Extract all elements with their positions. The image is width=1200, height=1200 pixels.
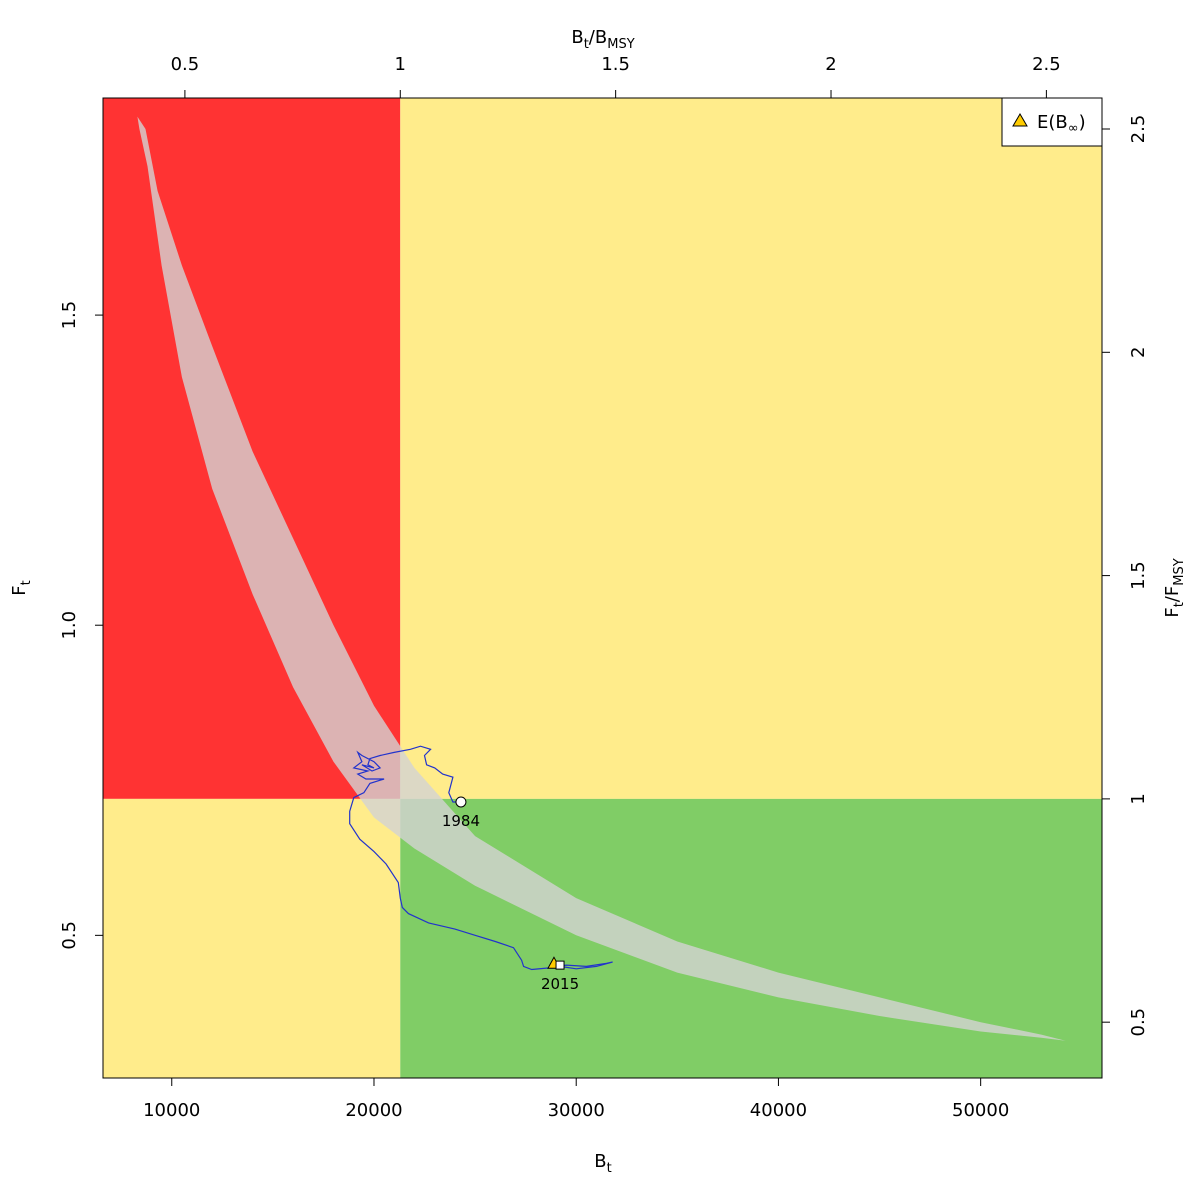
last-year-marker	[555, 960, 565, 970]
y2-tick-label: 2.5	[1128, 115, 1149, 144]
y-axis-left: 0.5 1.0 1.5	[59, 301, 104, 950]
legend: E(B∞)	[1001, 97, 1103, 147]
x-axis-bottom: 10000 20000 30000 40000 50000	[143, 1077, 1009, 1121]
x-tick-label: 20000	[345, 1100, 402, 1121]
x-tick-label: 40000	[750, 1100, 807, 1121]
y2-tick-label: 2	[1128, 347, 1149, 358]
y2-tick-label: 1.5	[1128, 561, 1149, 590]
x-axis-top: 0.5 1 1.5 2 2.5	[171, 54, 1061, 99]
x2-axis-title: Bt/BMSY	[571, 27, 634, 52]
y-axis-title: Ft	[9, 580, 34, 595]
zone-overfished	[103, 798, 401, 1078]
legend-label: E(B∞)	[1037, 112, 1086, 136]
x-tick-label: 30000	[548, 1100, 605, 1121]
y-axis-right: 0.5 1 1.5 2 2.5	[1101, 115, 1149, 1037]
y-tick-label: 0.5	[59, 921, 80, 950]
uncertainty-ellipse	[137, 116, 1066, 1041]
y-tick-label: 1.5	[59, 301, 80, 330]
x-tick-label: 50000	[952, 1100, 1009, 1121]
last-year-label: 2015	[541, 975, 579, 993]
x-axis-title: Bt	[594, 1151, 611, 1176]
x2-tick-label: 2.5	[1032, 54, 1061, 75]
y2-tick-label: 1	[1128, 793, 1149, 804]
x-tick-label: 10000	[143, 1100, 200, 1121]
first-year-label: 1984	[442, 812, 480, 830]
x2-tick-label: 1	[395, 54, 406, 75]
zone-healthy	[400, 798, 1102, 1078]
biomass-fishing-trajectory	[349, 745, 613, 971]
y2-tick-label: 0.5	[1128, 1008, 1149, 1037]
x2-tick-label: 2	[825, 54, 836, 75]
legend-triangle-icon	[1012, 113, 1028, 127]
y2-axis-title: Ft/FMSY	[1162, 558, 1187, 617]
x2-tick-label: 0.5	[171, 54, 200, 75]
y-tick-label: 1.0	[59, 611, 80, 640]
first-year-marker	[455, 796, 467, 808]
x2-tick-label: 1.5	[601, 54, 630, 75]
zone-overfishing	[400, 98, 1102, 799]
